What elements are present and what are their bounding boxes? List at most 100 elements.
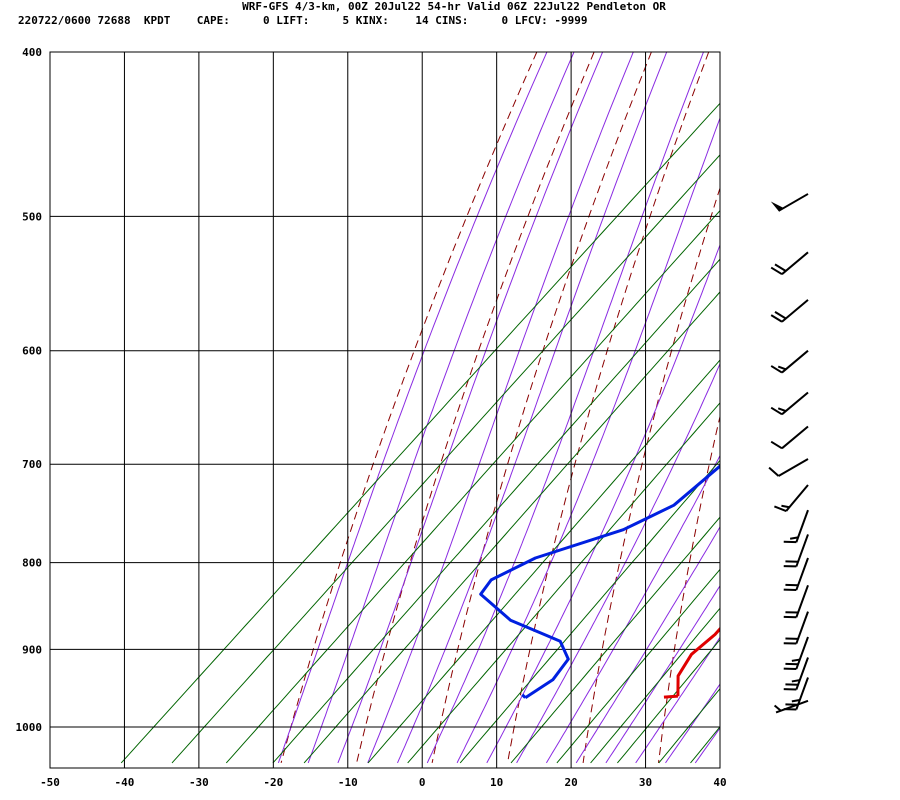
isohume xyxy=(171,154,720,764)
wind-barb xyxy=(783,584,809,619)
dry-adiabat xyxy=(356,52,595,764)
barb-full xyxy=(774,505,787,512)
barb-full xyxy=(770,406,783,416)
x-tick-label: 10 xyxy=(490,776,503,789)
barb-staff xyxy=(781,425,809,450)
barb-staff xyxy=(795,534,809,567)
barb-full xyxy=(768,466,780,477)
moist-adiabat xyxy=(277,52,548,764)
wind-barb xyxy=(783,557,809,591)
isohume xyxy=(407,402,720,764)
wind-barb xyxy=(773,699,809,714)
barb-staff xyxy=(781,349,809,374)
grid-lines xyxy=(49,51,721,768)
barb-half xyxy=(777,365,787,371)
isohume xyxy=(556,568,720,764)
isohume xyxy=(617,638,720,764)
wind-barb xyxy=(770,299,809,323)
moist-adiabat xyxy=(367,52,634,764)
wind-barb xyxy=(770,349,809,374)
series-group xyxy=(479,464,720,699)
barb-full xyxy=(770,365,783,374)
temperature-surface-tick xyxy=(663,694,679,699)
x-tick-label: -30 xyxy=(189,776,209,789)
barb-full xyxy=(774,263,787,272)
moist-adiabat xyxy=(307,52,575,764)
moist-adiabat xyxy=(665,683,720,764)
moist-adiabat xyxy=(486,243,720,764)
moist-adiabat xyxy=(575,525,720,764)
wind-barb xyxy=(783,534,809,568)
barb-staff xyxy=(781,299,809,323)
tick-labels: -50 -40 -30 -20 -10 0 10 20 30 40 400 500 600 700 800 9… xyxy=(16,46,727,789)
y-tick-label: 900 xyxy=(22,643,42,656)
y-tick-label: 800 xyxy=(22,557,42,570)
barb-pennant xyxy=(770,201,784,211)
barb-half xyxy=(789,536,799,540)
x-tick-label: -40 xyxy=(115,776,135,789)
wind-barb xyxy=(768,458,809,477)
x-tick-label: -50 xyxy=(40,776,60,789)
y-tick-label: 400 xyxy=(22,46,42,59)
wind-barb xyxy=(770,193,809,212)
dry-adiabat xyxy=(431,52,652,764)
isohume xyxy=(303,291,720,764)
dry-adiabat xyxy=(582,186,720,763)
barb-half xyxy=(773,704,782,712)
barb-full xyxy=(774,311,787,320)
wind-barb xyxy=(783,636,809,670)
isohume xyxy=(120,102,720,764)
isohume xyxy=(590,607,720,764)
isohume xyxy=(225,209,720,764)
moist-adiabat xyxy=(397,52,668,764)
dry-adiabat xyxy=(810,52,900,763)
moist-adiabat xyxy=(725,43,900,763)
barb-staff xyxy=(778,458,809,477)
x-tick-label: 40 xyxy=(713,776,726,789)
barb-full xyxy=(770,266,783,276)
barb-staff xyxy=(795,657,809,690)
x-tick-label: -10 xyxy=(338,776,358,789)
wind-barbs xyxy=(768,193,809,714)
wind-barb xyxy=(770,391,809,416)
barb-half xyxy=(791,679,800,683)
barb-half xyxy=(781,504,790,509)
isohume xyxy=(690,726,720,764)
dry-adiabat xyxy=(280,52,538,764)
wind-barb xyxy=(783,509,809,544)
barb-full xyxy=(770,440,783,450)
barb-staff xyxy=(795,509,809,543)
dry-adiabat xyxy=(885,52,900,763)
barb-staff xyxy=(795,677,809,710)
isohume xyxy=(510,516,720,764)
barb-full xyxy=(770,314,783,323)
wind-barb xyxy=(770,251,809,276)
wind-barb xyxy=(770,425,809,450)
x-tick-label: 20 xyxy=(564,776,577,789)
background-lines xyxy=(120,43,900,764)
y-tick-label: 600 xyxy=(22,345,42,358)
wind-barb xyxy=(774,484,809,512)
barb-staff xyxy=(795,557,809,591)
x-tick-label: 0 xyxy=(419,776,426,789)
moist-adiabat xyxy=(605,584,720,764)
y-tick-label: 500 xyxy=(22,210,42,223)
moist-adiabat xyxy=(337,52,604,764)
barb-half xyxy=(791,699,800,703)
isohume xyxy=(658,687,720,764)
barb-staff xyxy=(785,484,809,512)
chart-title: WRF-GFS 4/3-km, 00Z 20Jul22 54-hr Valid … xyxy=(242,0,666,13)
moist-adiabat xyxy=(635,636,720,764)
wind-barb xyxy=(783,611,809,645)
barb-staff xyxy=(781,251,809,275)
dry-adiabat xyxy=(734,52,881,763)
barb-half xyxy=(791,658,800,662)
moist-adiabat xyxy=(545,454,720,764)
wind-barb xyxy=(783,677,809,711)
wind-barb xyxy=(783,657,809,691)
barb-staff xyxy=(795,636,809,670)
barb-staff xyxy=(781,391,809,416)
y-tick-label: 1000 xyxy=(16,721,43,734)
temperature-line xyxy=(676,626,720,697)
